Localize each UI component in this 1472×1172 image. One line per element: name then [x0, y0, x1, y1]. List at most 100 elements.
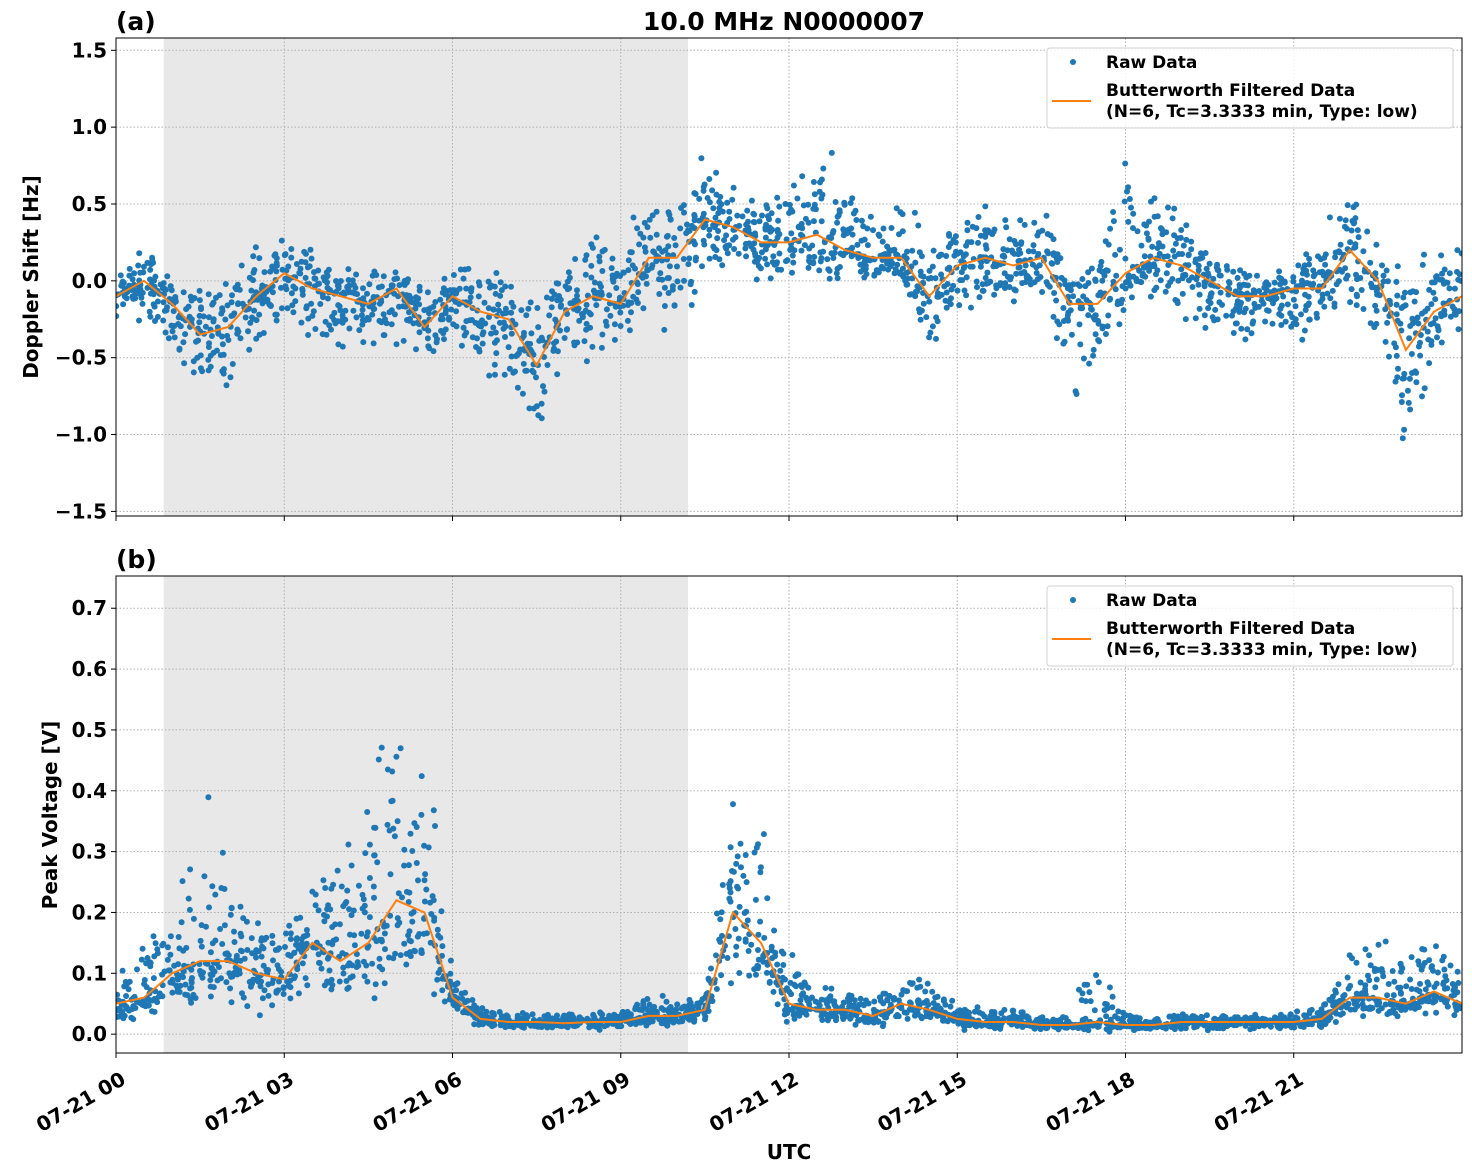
raw-data-point: [375, 756, 382, 763]
raw-data-point: [1336, 266, 1343, 273]
raw-data-point: [339, 312, 346, 319]
raw-data-point: [1125, 275, 1132, 282]
raw-data-point: [948, 286, 955, 293]
raw-data-point: [974, 284, 980, 291]
raw-data-point: [182, 331, 189, 338]
raw-data-point: [371, 824, 378, 831]
raw-data-point: [661, 303, 668, 309]
raw-data-point: [666, 263, 673, 270]
raw-data-point: [1001, 285, 1008, 291]
raw-data-point: [1278, 322, 1285, 328]
raw-data-point: [982, 203, 989, 210]
raw-data-point: [324, 273, 331, 279]
raw-data-point: [582, 271, 589, 278]
raw-data-point: [899, 211, 906, 218]
raw-data-point: [674, 263, 680, 270]
raw-data-point: [1224, 266, 1231, 273]
raw-data-point: [1393, 301, 1400, 308]
raw-data-point: [283, 930, 289, 937]
raw-data-point: [726, 895, 733, 902]
raw-data-point: [275, 987, 282, 994]
raw-data-point: [238, 933, 245, 940]
raw-data-point: [1353, 291, 1360, 298]
raw-data-point: [1308, 1006, 1315, 1013]
raw-data-point: [818, 996, 825, 1003]
raw-data-point: [947, 240, 954, 247]
raw-data-point: [1344, 202, 1351, 209]
raw-data-point: [446, 314, 452, 321]
raw-data-point: [491, 283, 498, 290]
raw-data-point: [906, 1006, 913, 1013]
raw-data-point: [606, 1012, 613, 1019]
raw-data-point: [1092, 278, 1099, 284]
raw-data-point: [1244, 290, 1251, 297]
raw-data-point: [305, 332, 312, 338]
raw-data-point: [1010, 298, 1017, 305]
raw-data-point: [198, 304, 204, 311]
raw-data-point: [776, 250, 783, 257]
raw-data-point: [256, 311, 263, 318]
raw-data-point: [718, 909, 725, 916]
raw-data-point: [534, 305, 541, 311]
raw-data-point: [1095, 337, 1102, 343]
raw-data-point: [851, 997, 858, 1004]
raw-data-point: [733, 860, 740, 867]
raw-data-point: [120, 301, 127, 308]
raw-data-point: [1109, 993, 1116, 1000]
raw-data-point: [495, 307, 502, 314]
raw-data-point: [339, 319, 346, 326]
raw-data-point: [1169, 215, 1176, 222]
raw-data-point: [244, 947, 251, 953]
raw-data-point: [1373, 976, 1380, 983]
raw-data-point: [130, 1003, 137, 1010]
raw-data-point: [355, 882, 362, 889]
raw-data-point: [583, 252, 590, 259]
raw-data-point: [731, 246, 738, 252]
raw-data-point: [205, 344, 212, 350]
raw-data-point: [315, 267, 322, 274]
raw-data-point: [380, 273, 387, 280]
raw-data-point: [955, 1020, 962, 1027]
raw-data-point: [149, 254, 156, 261]
raw-data-point: [320, 877, 327, 884]
raw-data-point: [274, 962, 281, 969]
raw-data-point: [527, 299, 534, 306]
raw-data-point: [366, 841, 373, 848]
raw-data-point: [908, 981, 915, 987]
raw-data-point: [646, 216, 653, 223]
raw-data-point: [1382, 1001, 1389, 1008]
raw-data-point: [1161, 253, 1168, 260]
raw-data-point: [1344, 974, 1351, 981]
raw-data-point: [954, 1008, 961, 1015]
raw-data-point: [290, 309, 297, 316]
raw-data-point: [188, 979, 195, 986]
raw-data-point: [554, 296, 561, 303]
raw-data-point: [1056, 321, 1063, 328]
raw-data-point: [1097, 263, 1104, 269]
raw-data-point: [283, 286, 290, 293]
raw-data-point: [1131, 1027, 1138, 1034]
raw-data-point: [1278, 275, 1285, 282]
raw-data-point: [315, 951, 322, 958]
raw-data-point: [752, 230, 758, 237]
raw-data-point: [1134, 228, 1141, 235]
raw-data-point: [1366, 977, 1373, 984]
raw-data-point: [397, 952, 404, 959]
raw-data-point: [1072, 388, 1079, 395]
raw-data-point: [640, 234, 647, 241]
raw-data-point: [1401, 426, 1408, 433]
raw-data-point: [297, 914, 304, 921]
raw-data-point: [1399, 375, 1406, 382]
raw-data-point: [220, 351, 227, 358]
raw-data-point: [719, 882, 726, 888]
y-tick-label: 0.0: [72, 269, 107, 293]
raw-data-point: [757, 918, 764, 925]
raw-data-point: [188, 999, 195, 1006]
raw-data-point: [1297, 282, 1304, 288]
raw-data-point: [1433, 276, 1440, 282]
raw-data-point: [1216, 272, 1223, 279]
raw-data-point: [634, 225, 641, 232]
raw-data-point: [1422, 1010, 1429, 1017]
raw-data-point: [351, 942, 358, 949]
raw-data-point: [1361, 268, 1368, 275]
